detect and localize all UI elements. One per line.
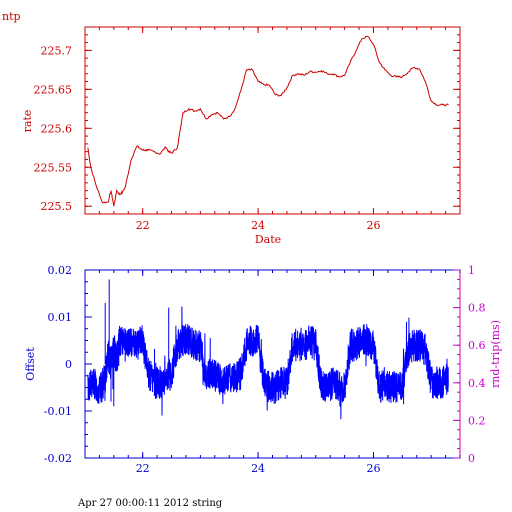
top-plot-frame xyxy=(84,26,461,215)
rate-series-line xyxy=(87,35,449,207)
top-ticks: 22 24 26 225.5 225.55 225.6 225.65 225.7 xyxy=(34,26,461,232)
bottom-right-ytick-label: 0.4 xyxy=(468,377,486,390)
top-xlabel: Date xyxy=(255,233,281,246)
top-ytick-label: 225.65 xyxy=(34,83,73,96)
bottom-xtick-label: 22 xyxy=(136,462,150,475)
bottom-xtick-label: 24 xyxy=(251,462,265,475)
bottom-ticks: 22 24 26 -0.02 -0.01 0 0.01 0.02 0 0.2 0.4 0.6 0.8 1 xyxy=(44,264,486,475)
top-ytick-label: 225.6 xyxy=(41,122,73,135)
top-xtick-label: 24 xyxy=(251,219,265,232)
bottom-left-ytick-label: 0.02 xyxy=(48,264,73,277)
bottom-xtick-label: 26 xyxy=(366,462,380,475)
bottom-right-ytick-label: 0.8 xyxy=(468,302,486,315)
footer-timestamp: Apr 27 00:00:11 2012 string xyxy=(78,498,223,509)
bottom-left-ytick-label: -0.02 xyxy=(44,452,72,465)
bottom-right-ytick-label: 1 xyxy=(468,264,475,277)
bottom-left-ytick-label: 0 xyxy=(65,358,72,371)
top-xtick-label: 26 xyxy=(366,219,380,232)
top-ytick-label: 225.5 xyxy=(41,200,73,213)
bottom-left-ytick-label: 0.01 xyxy=(48,311,73,324)
top-xtick-label: 22 xyxy=(136,219,150,232)
bottom-left-ylabel: Offset xyxy=(24,347,37,381)
offset-series-line xyxy=(87,279,449,420)
chart-title: ntp xyxy=(2,10,21,23)
bottom-left-ytick-label: -0.01 xyxy=(44,405,72,418)
top-ylabel: rate xyxy=(21,110,34,133)
bottom-right-ytick-label: 0 xyxy=(468,452,475,465)
bottom-right-ylabel: rnd-trip(ms) xyxy=(489,320,502,388)
bottom-right-ytick-label: 0.6 xyxy=(468,339,486,352)
top-ytick-label: 225.7 xyxy=(41,44,73,57)
top-ytick-label: 225.55 xyxy=(34,161,73,174)
bottom-right-ytick-label: 0.2 xyxy=(468,414,486,427)
